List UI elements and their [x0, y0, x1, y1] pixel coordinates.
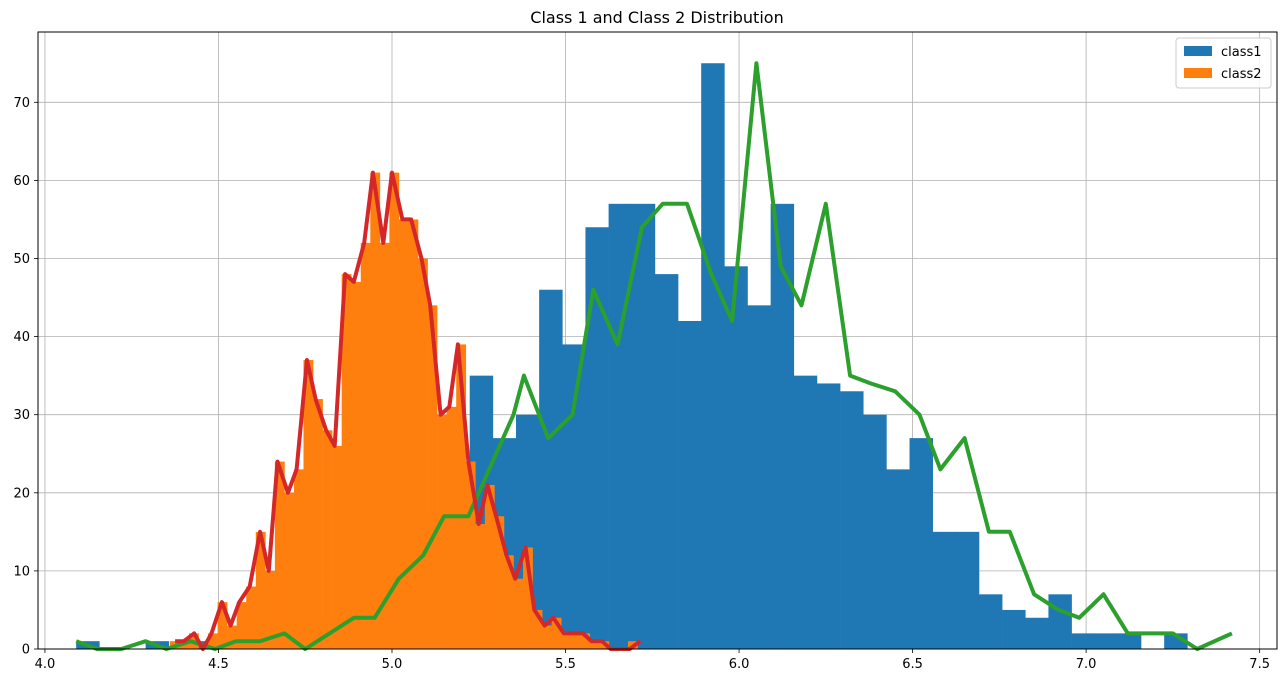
legend: class1 class2 — [1175, 37, 1272, 89]
class2-bar — [532, 609, 543, 649]
class2-bar — [494, 516, 505, 649]
class1-bar — [1025, 617, 1049, 649]
class2-bar — [513, 578, 524, 649]
legend-swatch-class1 — [1184, 46, 1212, 56]
class2-bar — [446, 406, 457, 649]
x-tick-label: 4.0 — [35, 657, 56, 672]
class1-bar — [909, 438, 933, 649]
class2-bar — [475, 524, 486, 649]
class2-bar — [265, 570, 276, 649]
y-axis-ticks: 0 10 20 30 40 50 60 70 — [13, 96, 38, 658]
class2-bar — [370, 172, 381, 649]
class1-bar — [1048, 594, 1072, 649]
class2-bar — [484, 484, 495, 649]
class1-bar — [539, 289, 563, 649]
class2-bar — [437, 414, 447, 649]
class2-bar — [523, 547, 533, 649]
class2-bar — [208, 633, 218, 649]
class2-bar — [341, 274, 352, 649]
class1-bar — [585, 227, 609, 649]
y-tick-label: 0 — [22, 643, 30, 658]
class2-bar — [351, 281, 362, 649]
class2-bar — [284, 492, 295, 649]
class1-bar — [1094, 633, 1119, 649]
class2-bar — [456, 344, 467, 649]
class1-bar — [701, 63, 725, 650]
class2-bar — [580, 633, 591, 649]
legend-label-class1: class1 — [1221, 45, 1262, 60]
class1-bar — [562, 344, 586, 649]
class2-bar — [236, 602, 247, 649]
class1-bar — [631, 203, 656, 649]
class2-bar — [313, 399, 323, 649]
class1-bar — [1117, 633, 1142, 649]
class2-bar — [360, 242, 371, 649]
class1-bar — [654, 274, 679, 649]
x-tick-label: 7.5 — [1249, 657, 1270, 672]
class2-bar — [389, 172, 400, 649]
x-tick-label: 7.0 — [1076, 657, 1097, 672]
class1-density-line — [75, 61, 1233, 651]
chart-title: Class 1 and Class 2 Distribution — [530, 8, 783, 27]
y-tick-label: 10 — [13, 564, 30, 579]
class2-bar — [427, 305, 438, 649]
x-tick-label: 5.0 — [382, 657, 403, 672]
class2-bar — [303, 360, 314, 649]
y-tick-label: 60 — [13, 174, 30, 189]
class2-bar — [227, 625, 237, 649]
class2-bar — [418, 258, 428, 649]
class2-bar — [398, 219, 409, 649]
histogram-bars — [76, 63, 1188, 650]
legend-label-class2: class2 — [1221, 67, 1262, 82]
class2-bar — [408, 219, 419, 649]
class1-bar — [840, 391, 864, 649]
x-axis-ticks: 4.0 4.5 5.0 5.5 6.0 6.5 7.0 7.5 — [35, 649, 1270, 672]
class2-bar — [589, 641, 600, 649]
class1-bar — [1071, 633, 1096, 649]
y-tick-label: 30 — [13, 408, 30, 423]
class2-bar — [332, 445, 342, 649]
class2-bar — [465, 461, 476, 649]
class1-bar — [978, 594, 1003, 649]
y-tick-label: 70 — [13, 96, 30, 111]
y-tick-label: 40 — [13, 330, 30, 345]
class2-bar — [570, 633, 581, 649]
class1-bar — [886, 469, 910, 649]
density-lines — [75, 61, 1233, 651]
class1-bar — [770, 203, 795, 649]
class1-bar — [1002, 609, 1026, 649]
class2-bar — [322, 430, 333, 649]
x-tick-label: 5.5 — [555, 657, 576, 672]
x-tick-label: 6.5 — [902, 657, 923, 672]
class1-bar — [793, 375, 818, 649]
class1-bar — [678, 320, 702, 649]
class2-bar — [217, 602, 228, 649]
class2-bar — [503, 555, 514, 649]
class2-bar — [293, 469, 304, 649]
class1-bar — [932, 531, 957, 649]
legend-swatch-class2 — [1184, 68, 1212, 78]
class1-bar — [747, 305, 771, 649]
y-tick-label: 50 — [13, 252, 30, 267]
class2-bar — [542, 625, 552, 649]
class1-bar — [608, 203, 633, 649]
class2-bar — [246, 586, 257, 649]
x-tick-label: 4.5 — [208, 657, 229, 672]
class2-bar — [561, 633, 572, 649]
x-tick-label: 6.0 — [729, 657, 750, 672]
axes-frame — [37, 31, 1278, 650]
class2-bar — [379, 242, 390, 649]
class1-bar — [955, 531, 980, 649]
class2-bar — [274, 461, 285, 649]
y-tick-label: 20 — [13, 486, 30, 501]
class2-density-line — [175, 170, 642, 651]
class1-bar — [863, 414, 887, 649]
class2-bar — [255, 531, 266, 649]
class1-bar — [724, 266, 748, 649]
class1-bar — [816, 383, 841, 649]
class2-bar — [551, 617, 562, 649]
